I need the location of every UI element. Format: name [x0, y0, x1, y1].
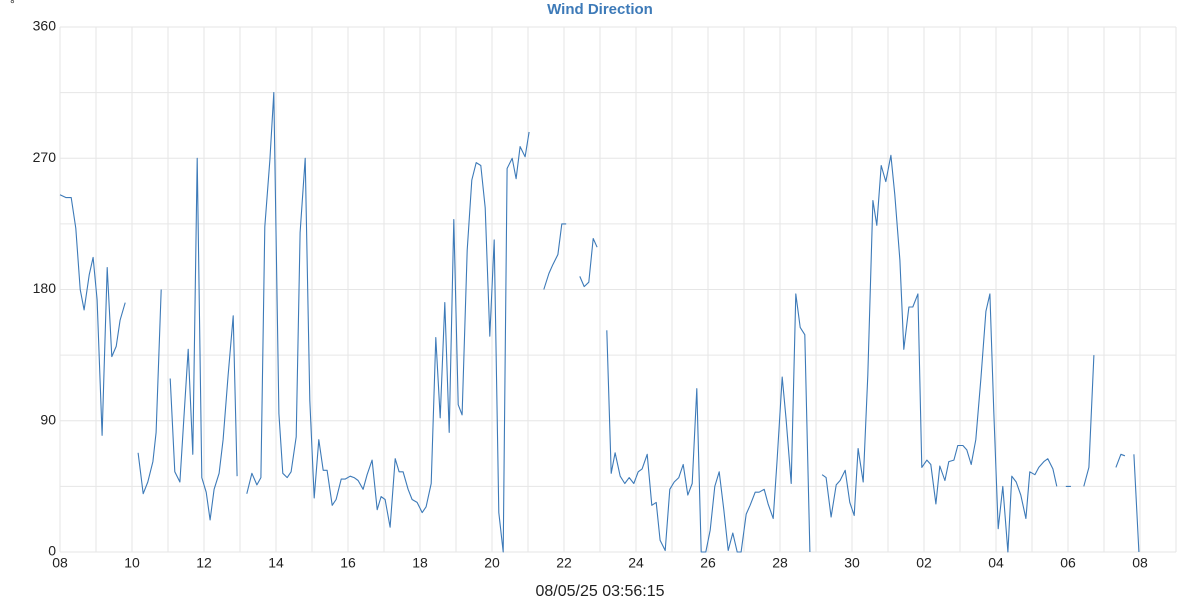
y-tick-label: 0 — [48, 543, 56, 559]
x-tick-label: 18 — [412, 555, 428, 571]
y-tick-label: 180 — [33, 280, 57, 296]
chart-title: Wind Direction — [547, 1, 653, 18]
footer-timestamp: 08/05/25 03:56:15 — [535, 583, 664, 600]
y-tick-label: 270 — [33, 149, 57, 165]
wind-direction-line — [59, 92, 1140, 553]
x-tick-label: 22 — [556, 555, 572, 571]
x-tick-label: 30 — [844, 555, 860, 571]
x-tick-label: 08 — [52, 555, 68, 571]
y-tick-label: 360 — [33, 18, 57, 34]
x-tick-label: 04 — [988, 555, 1004, 571]
x-tick-label: 28 — [772, 555, 788, 571]
x-tick-label: 26 — [700, 555, 716, 571]
x-tick-label: 08 — [1132, 555, 1148, 571]
x-tick-label: 14 — [268, 555, 284, 571]
x-tick-label: 10 — [124, 555, 140, 571]
x-tick-label: 16 — [340, 555, 356, 571]
y-tick-label: 90 — [40, 411, 56, 427]
x-tick-label: 12 — [196, 555, 212, 571]
x-tick-label: 02 — [916, 555, 932, 571]
y-axis-label: ° — [10, 0, 15, 11]
x-tick-label: 20 — [484, 555, 500, 571]
x-tick-label: 24 — [628, 555, 644, 571]
x-tick-label: 06 — [1060, 555, 1076, 571]
